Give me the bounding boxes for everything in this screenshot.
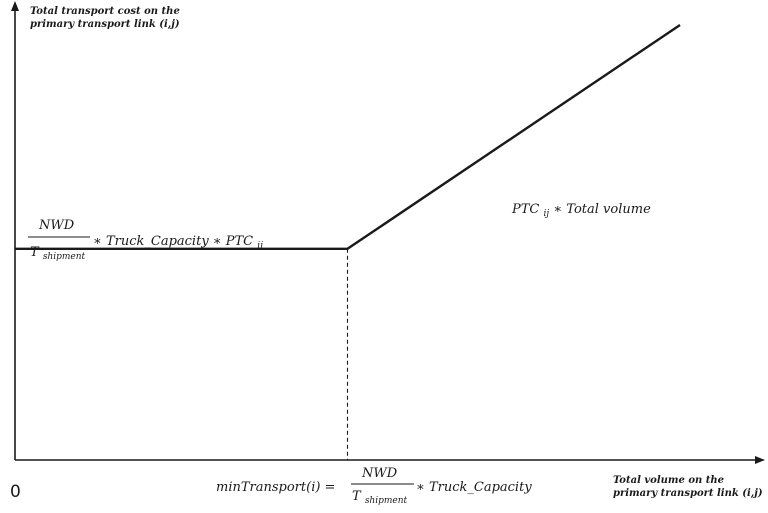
min-formula-numerator: NWD [361,466,398,481]
y-axis-title-line2: primary transport link (i,j) [30,19,180,30]
min-denominator-sub: shipment [365,496,408,506]
flat-formula-rest: ∗ Truck_Capacity ∗ PTC ij [93,234,263,251]
flat-cost-formula: NWD T shipment ∗ Truck_Capacity ∗ PTC ij [28,218,263,262]
slope-sub: ij [544,209,550,219]
min-formula-rest: ∗ Truck_Capacity [416,480,532,495]
flat-formula-denominator: T shipment [30,245,86,262]
y-axis-title-line1: Total transport cost on the [30,6,180,17]
flat-denominator-main: T [30,245,40,260]
slope-rest: ∗ Total volume [553,202,651,217]
flat-formula-numerator: NWD [38,218,75,233]
slope-formula: PTC ij ∗ Total volume [511,202,651,220]
x-axis-title-line1: Total volume on the [613,475,724,486]
x-axis-title-line2: primary transport link (i,j) [613,488,763,499]
min-formula-denominator: T shipment [352,489,408,506]
flat-rest-main: ∗ Truck_Capacity ∗ PTC [93,234,253,249]
origin-label: 0 [10,482,21,502]
flat-rest-sub: ij [257,241,263,251]
flat-denominator-sub: shipment [43,252,86,262]
min-denominator-main: T [352,489,362,504]
min-formula-prefix: minTransport(i) = [216,480,335,495]
min-transport-formula: minTransport(i) = NWD T shipment ∗ Truck… [216,466,532,506]
slope-main: PTC [511,202,539,217]
